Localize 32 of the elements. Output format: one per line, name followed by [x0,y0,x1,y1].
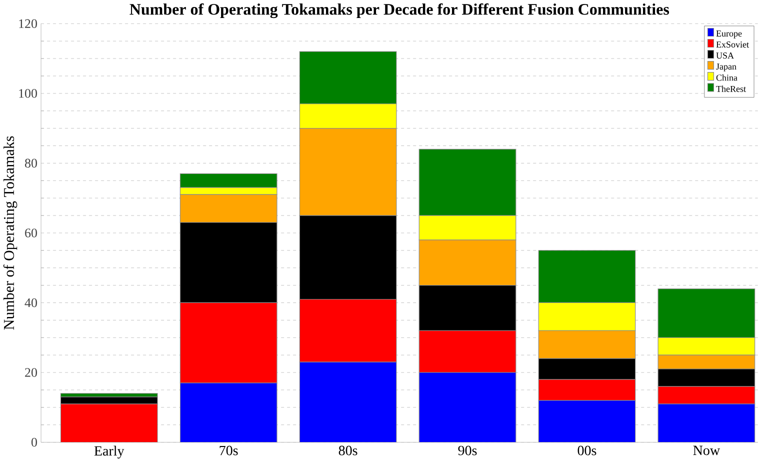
bar [418,372,516,442]
x-tick-label: Now [693,446,720,456]
bar [180,302,278,384]
x-tick-label: 90s [458,446,477,456]
y-tick-label: 60 [25,228,37,238]
y-axis-title: Number of Operating Tokamaks [3,136,18,330]
x-tick-label: Early [94,446,124,459]
x-tick-label: 70s [220,446,238,456]
bar [180,382,278,442]
y-tick-label: 100 [19,89,37,98]
legend-label: USA [716,52,734,59]
y-tick-label: 40 [24,298,37,308]
chart-title: Number of Operating Tokamaks per Decade for Different Fusion Communities [130,3,670,18]
x-tick-label: 00s [578,446,596,456]
legend-label: China [716,74,738,81]
legend-label: Europe [716,30,742,38]
y-tick-label: 0 [31,438,37,447]
x-tick-label: 80s [338,446,358,456]
legend-label: TheRest [716,86,746,92]
bar [538,400,636,442]
bar [658,404,756,442]
bar [299,362,397,442]
legend-label: Japan [716,64,736,72]
legend-label: ExSoviet [716,42,749,48]
bar [418,330,516,373]
bar [658,386,756,404]
y-tick-label: 120 [19,19,37,28]
y-tick-label: 80 [24,158,37,168]
bar [299,299,397,362]
y-tick-label: 20 [25,368,37,377]
bar [60,404,158,442]
bar [538,379,636,401]
